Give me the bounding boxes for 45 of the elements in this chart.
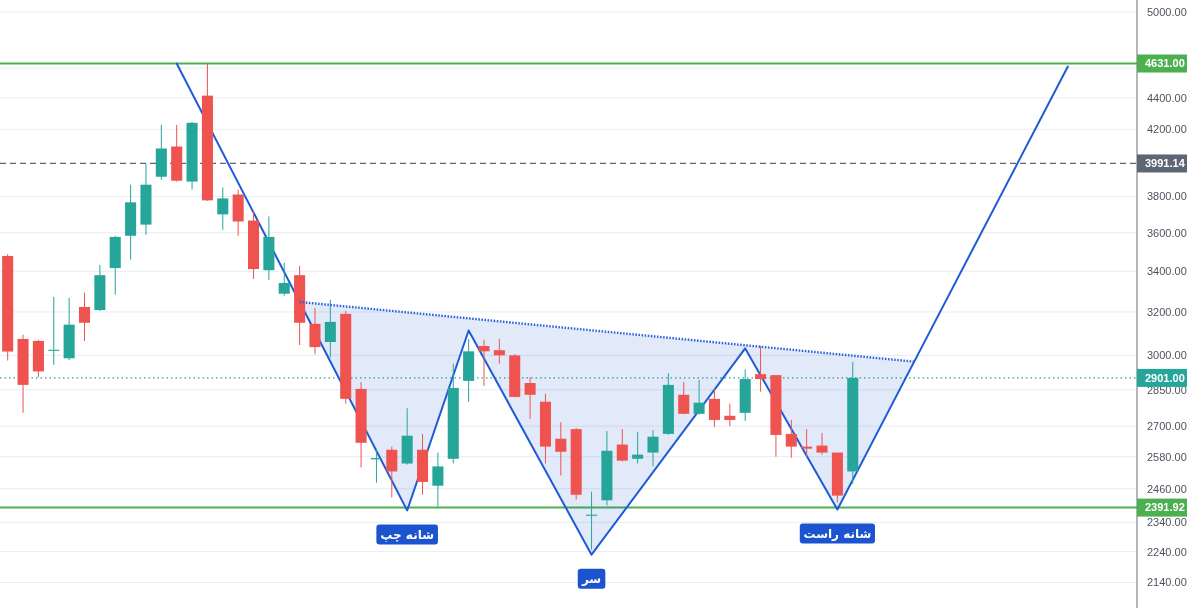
candlestick (816, 432, 828, 456)
y-tick-label: 2700.00 (1147, 420, 1187, 433)
y-tick-label: 3200.00 (1147, 305, 1187, 318)
y-tick-label: 2850.00 (1147, 383, 1187, 396)
y-tick-label: 3800.00 (1147, 190, 1187, 203)
y-tick-label: 3600.00 (1147, 226, 1187, 239)
ref-line-label: 2901.00 (1145, 371, 1185, 384)
y-tick-label: 4200.00 (1147, 123, 1187, 136)
y-tick-label: 5000.00 (1147, 5, 1187, 18)
y-tick-label: 2140.00 (1147, 576, 1187, 589)
candlestick (386, 446, 398, 499)
candlestick (755, 345, 767, 393)
candlestick (647, 429, 659, 467)
candlestick (785, 419, 797, 459)
y-tick-label: 3000.00 (1147, 349, 1187, 362)
candlestick (555, 421, 567, 476)
y-tick-label: 3400.00 (1147, 265, 1187, 278)
line-series (175, 62, 1069, 556)
candlestick (524, 376, 536, 420)
candlestick (708, 387, 720, 428)
y-tick-label: 2580.00 (1147, 450, 1187, 463)
candlestick (632, 431, 644, 465)
candlestick (48, 296, 60, 366)
ref-line-label: 4631.00 (1145, 57, 1185, 70)
candlestick (432, 452, 444, 508)
candlestick (616, 428, 628, 462)
annotation: سر (580, 571, 602, 586)
candlestick (678, 381, 690, 415)
y-tick-label: 2340.00 (1147, 516, 1187, 529)
candlestick (801, 428, 813, 458)
candlestick (324, 299, 336, 358)
candlestick (278, 262, 290, 297)
candlestick (309, 307, 321, 355)
ref-line-label: 3991.14 (1145, 157, 1186, 170)
y-tick-label: 2240.00 (1147, 545, 1187, 558)
y-tick-label: 4400.00 (1147, 91, 1187, 104)
annotation: شانه چپ (380, 527, 434, 542)
candlestick (493, 338, 505, 365)
candlestick (724, 403, 736, 427)
candlestick (478, 339, 490, 387)
candlestick (78, 292, 91, 342)
candlestick (217, 186, 229, 231)
annotation: شانه راست (803, 526, 872, 541)
ref-line-label: 2391.92 (1145, 501, 1185, 514)
y-tick-label: 2460.00 (1147, 482, 1187, 495)
